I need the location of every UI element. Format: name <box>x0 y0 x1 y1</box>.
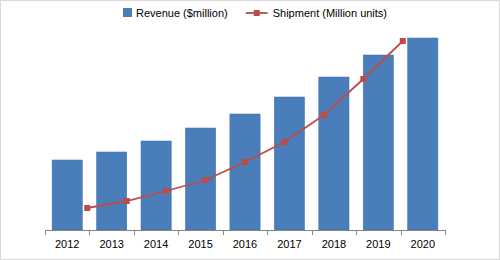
legend-swatch <box>254 10 260 16</box>
line-marker <box>84 205 90 211</box>
bar <box>319 77 349 230</box>
x-tick-mark <box>356 230 357 235</box>
chart-container: 2012 2013 2014 2015 2016 2017 2018 2019 2020 Reve… <box>0 0 500 260</box>
bar <box>185 128 215 230</box>
x-tick-label: 2017 <box>277 238 301 250</box>
x-tick-label: 2013 <box>99 238 123 250</box>
chart-svg: 2012 2013 2014 2015 2016 2017 2018 2019 2020 Reve… <box>0 0 500 260</box>
line-marker <box>203 177 209 183</box>
x-tick-mark <box>178 230 179 235</box>
x-tick-mark <box>89 230 90 235</box>
line-marker <box>124 198 130 204</box>
x-tick-mark <box>223 230 224 235</box>
x-tick-mark <box>445 230 446 235</box>
bar <box>52 160 82 230</box>
line-marker <box>360 76 366 82</box>
bar <box>363 55 393 230</box>
bar <box>141 141 171 230</box>
bar <box>97 152 127 230</box>
line-marker <box>163 188 169 194</box>
x-tick-mark <box>45 230 46 235</box>
line-marker <box>242 159 248 165</box>
x-tick-label: 2020 <box>411 238 435 250</box>
line <box>87 41 403 208</box>
x-tick-mark <box>134 230 135 235</box>
x-axis-line <box>45 230 445 231</box>
x-tick-label: 2019 <box>366 238 390 250</box>
legend-swatch <box>123 8 132 17</box>
legend: Revenue ($million) Shipment (Million unit… <box>123 7 387 19</box>
bar <box>230 114 260 230</box>
x-tick-mark <box>312 230 313 235</box>
bar <box>274 97 304 230</box>
x-tick-mark <box>401 230 402 235</box>
line-marker <box>281 139 287 145</box>
line-marker <box>321 112 327 118</box>
x-tick-mark <box>267 230 268 235</box>
chart-frame <box>1 1 500 260</box>
x-tick-label: 2012 <box>55 238 79 250</box>
x-tick-label: 2015 <box>188 238 212 250</box>
legend-label: Revenue ($million) <box>136 7 228 19</box>
x-tick-label: 2014 <box>144 238 168 250</box>
x-tick-label: 2016 <box>233 238 257 250</box>
plot-area <box>52 38 438 230</box>
legend-label: Shipment (Million units) <box>273 7 387 19</box>
line-marker <box>400 38 406 44</box>
x-tick-label: 2018 <box>322 238 346 250</box>
bar <box>408 38 438 230</box>
